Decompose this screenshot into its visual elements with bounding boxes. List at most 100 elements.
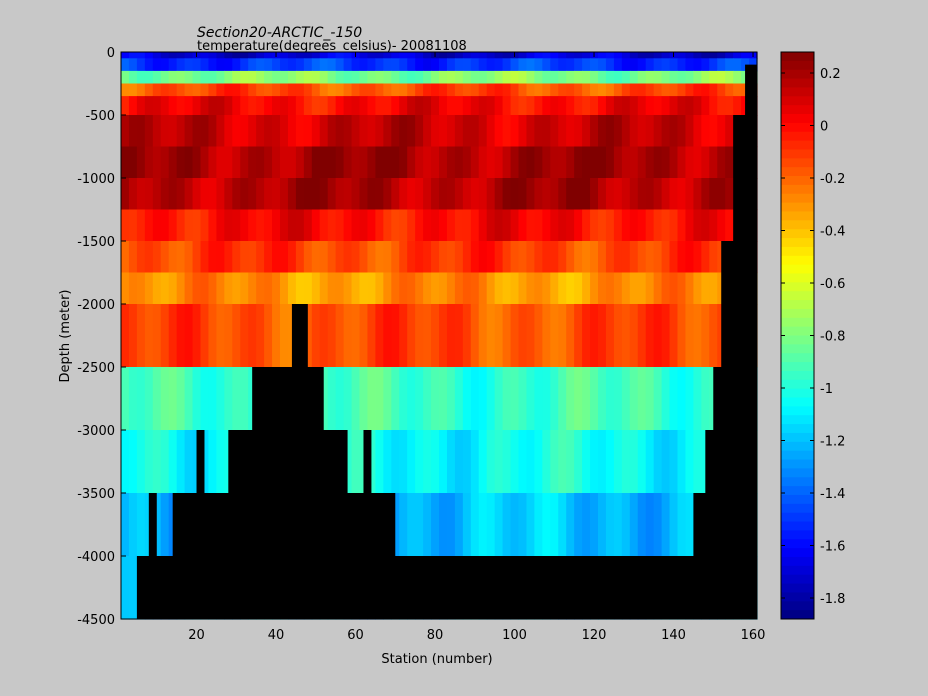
heatmap-cell bbox=[486, 96, 496, 116]
heatmap-cell bbox=[295, 52, 305, 59]
heatmap-cell bbox=[391, 52, 400, 59]
heatmap-cell bbox=[685, 367, 694, 431]
heatmap-cell bbox=[653, 241, 663, 274]
heatmap-cell bbox=[621, 209, 631, 242]
heatmap-cell bbox=[653, 58, 663, 72]
heatmap-cell bbox=[478, 146, 488, 179]
heatmap-cell bbox=[136, 115, 146, 148]
heatmap-cell bbox=[494, 52, 504, 59]
y-tick-label: -3500 bbox=[77, 487, 115, 502]
heatmap-cell bbox=[653, 96, 663, 116]
heatmap-cell bbox=[128, 556, 138, 620]
heatmap-cell bbox=[224, 70, 233, 85]
heatmap-cell bbox=[391, 493, 400, 557]
heatmap-cell bbox=[359, 96, 369, 116]
heatmap-cell bbox=[121, 96, 130, 116]
heatmap-cell bbox=[256, 96, 265, 116]
heatmap-cell bbox=[629, 367, 639, 431]
heatmap-cell bbox=[645, 272, 655, 305]
heatmap-cell bbox=[375, 430, 384, 494]
heatmap-cell bbox=[725, 209, 734, 242]
heatmap-cell bbox=[343, 304, 353, 368]
heatmap-cell bbox=[423, 178, 432, 211]
x-tick-label: 100 bbox=[502, 628, 527, 643]
heatmap-cell bbox=[518, 58, 528, 72]
heatmap-cell bbox=[558, 304, 567, 368]
heatmap-cell bbox=[486, 70, 496, 85]
heatmap-cell bbox=[144, 58, 154, 72]
heatmap-cell bbox=[272, 241, 281, 274]
heatmap-cell bbox=[232, 146, 241, 179]
heatmap-cell bbox=[542, 209, 551, 242]
heatmap-cell bbox=[478, 52, 488, 59]
heatmap-cell bbox=[144, 96, 154, 116]
heatmap-cell bbox=[391, 430, 400, 494]
heatmap-cell bbox=[407, 272, 416, 305]
heatmap-cell bbox=[470, 241, 480, 274]
heatmap-cell bbox=[510, 83, 520, 97]
heatmap-cell bbox=[558, 70, 567, 85]
heatmap-cell bbox=[590, 493, 599, 557]
heatmap-cell bbox=[319, 58, 329, 72]
heatmap-cell bbox=[478, 304, 488, 368]
heatmap-cell bbox=[542, 493, 551, 557]
heatmap-cell bbox=[542, 367, 551, 431]
heatmap-cell bbox=[176, 146, 186, 179]
colorbar-step bbox=[781, 184, 814, 195]
heatmap-cell bbox=[653, 83, 663, 97]
heatmap-cell bbox=[637, 58, 647, 72]
heatmap-cell bbox=[510, 272, 520, 305]
heatmap-cell bbox=[613, 96, 623, 116]
heatmap-cell bbox=[653, 304, 663, 368]
heatmap-cell bbox=[462, 58, 472, 72]
y-axis-label: Depth (meter) bbox=[58, 290, 73, 383]
heatmap-cell bbox=[303, 304, 313, 368]
heatmap-cell bbox=[423, 430, 432, 494]
colorbar-step bbox=[781, 149, 814, 159]
heatmap-cell bbox=[454, 272, 464, 305]
colorbar-step bbox=[781, 140, 814, 150]
colorbar-step bbox=[781, 344, 814, 354]
heatmap-cell bbox=[303, 83, 313, 97]
heatmap-cell bbox=[128, 430, 138, 494]
heatmap-cell bbox=[184, 367, 194, 431]
heatmap-cell bbox=[343, 178, 353, 211]
heatmap-cell bbox=[701, 304, 710, 368]
heatmap-cell bbox=[462, 146, 472, 179]
heatmap-cell bbox=[637, 304, 647, 368]
heatmap-cell bbox=[462, 241, 472, 274]
heatmap-cell bbox=[144, 304, 154, 368]
heatmap-cell bbox=[272, 96, 281, 116]
heatmap-cell bbox=[558, 430, 567, 494]
heatmap-cell bbox=[311, 209, 321, 242]
heatmap-cell bbox=[160, 52, 170, 59]
heatmap-cell bbox=[343, 367, 353, 431]
heatmap-cell bbox=[121, 209, 130, 242]
heatmap-cell bbox=[248, 209, 257, 242]
heatmap-cell bbox=[415, 96, 424, 116]
heatmap-cell bbox=[518, 241, 528, 274]
heatmap-cell bbox=[200, 241, 210, 274]
heatmap-cell bbox=[526, 493, 535, 557]
heatmap-cell bbox=[526, 430, 535, 494]
heatmap-cell bbox=[280, 241, 289, 274]
heatmap-cell bbox=[319, 367, 329, 431]
heatmap-cell bbox=[248, 241, 257, 274]
heatmap-cell bbox=[598, 304, 607, 368]
heatmap-cell bbox=[216, 52, 225, 59]
heatmap-cell bbox=[661, 115, 671, 148]
heatmap-cell bbox=[423, 52, 432, 59]
heatmap-cell bbox=[423, 96, 432, 116]
heatmap-cell bbox=[431, 241, 440, 274]
heatmap-cell bbox=[407, 70, 416, 85]
heatmap-cell bbox=[121, 367, 130, 431]
heatmap-cell bbox=[629, 493, 639, 557]
heatmap-cell bbox=[383, 58, 392, 72]
heatmap-cell bbox=[136, 146, 146, 179]
heatmap-cell bbox=[478, 493, 488, 557]
heatmap-cell bbox=[256, 272, 265, 305]
colorbar-step bbox=[781, 556, 814, 567]
heatmap-cell bbox=[232, 52, 241, 59]
heatmap-cell bbox=[303, 241, 313, 274]
heatmap-cell bbox=[168, 272, 178, 305]
